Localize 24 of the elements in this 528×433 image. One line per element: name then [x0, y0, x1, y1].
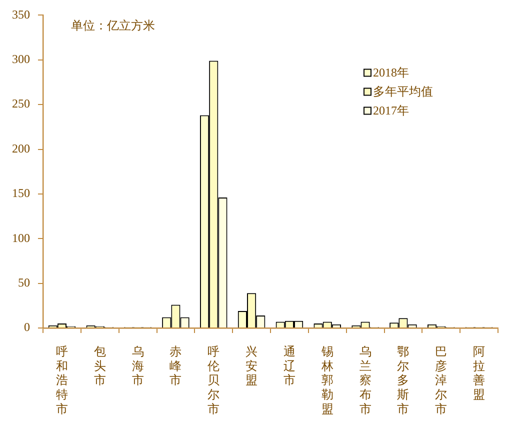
- x-tick-label: 呼和浩特市: [56, 344, 68, 416]
- x-tick-label: 阿拉善盟: [473, 344, 486, 402]
- y-tick-label: 150: [12, 186, 30, 200]
- x-tick-label: 通辽市: [283, 344, 296, 388]
- y-tick-label: 200: [12, 141, 30, 156]
- legend-label: 2017年: [373, 103, 409, 118]
- y-tick-label: 350: [12, 7, 30, 22]
- x-tick-label: 包头市: [94, 344, 106, 388]
- x-tick-label: 兴安盟: [246, 344, 258, 388]
- x-tick-label: 鄂尔多斯市: [397, 344, 410, 416]
- annotation: 单位：亿立方米: [71, 18, 155, 32]
- x-tick-label: 赤峰市: [170, 344, 182, 388]
- legend-label: 2018年: [373, 65, 409, 80]
- y-tick-label: 300: [12, 52, 30, 66]
- x-tick-label: 乌海市: [132, 344, 144, 388]
- y-tick-label: 100: [12, 230, 30, 245]
- y-tick-label: 50: [18, 275, 30, 290]
- y-tick-label: 0: [24, 320, 30, 334]
- x-tick-label: 锡林郭勒盟: [320, 344, 334, 416]
- x-tick-label: 乌兰察布市: [359, 344, 372, 416]
- legend-label: 多年平均值: [373, 84, 433, 98]
- y-tick-label: 250: [12, 96, 30, 111]
- x-tick-label: 巴彦淖尔市: [435, 344, 448, 416]
- x-tick-label: 呼伦贝尔市: [208, 344, 220, 416]
